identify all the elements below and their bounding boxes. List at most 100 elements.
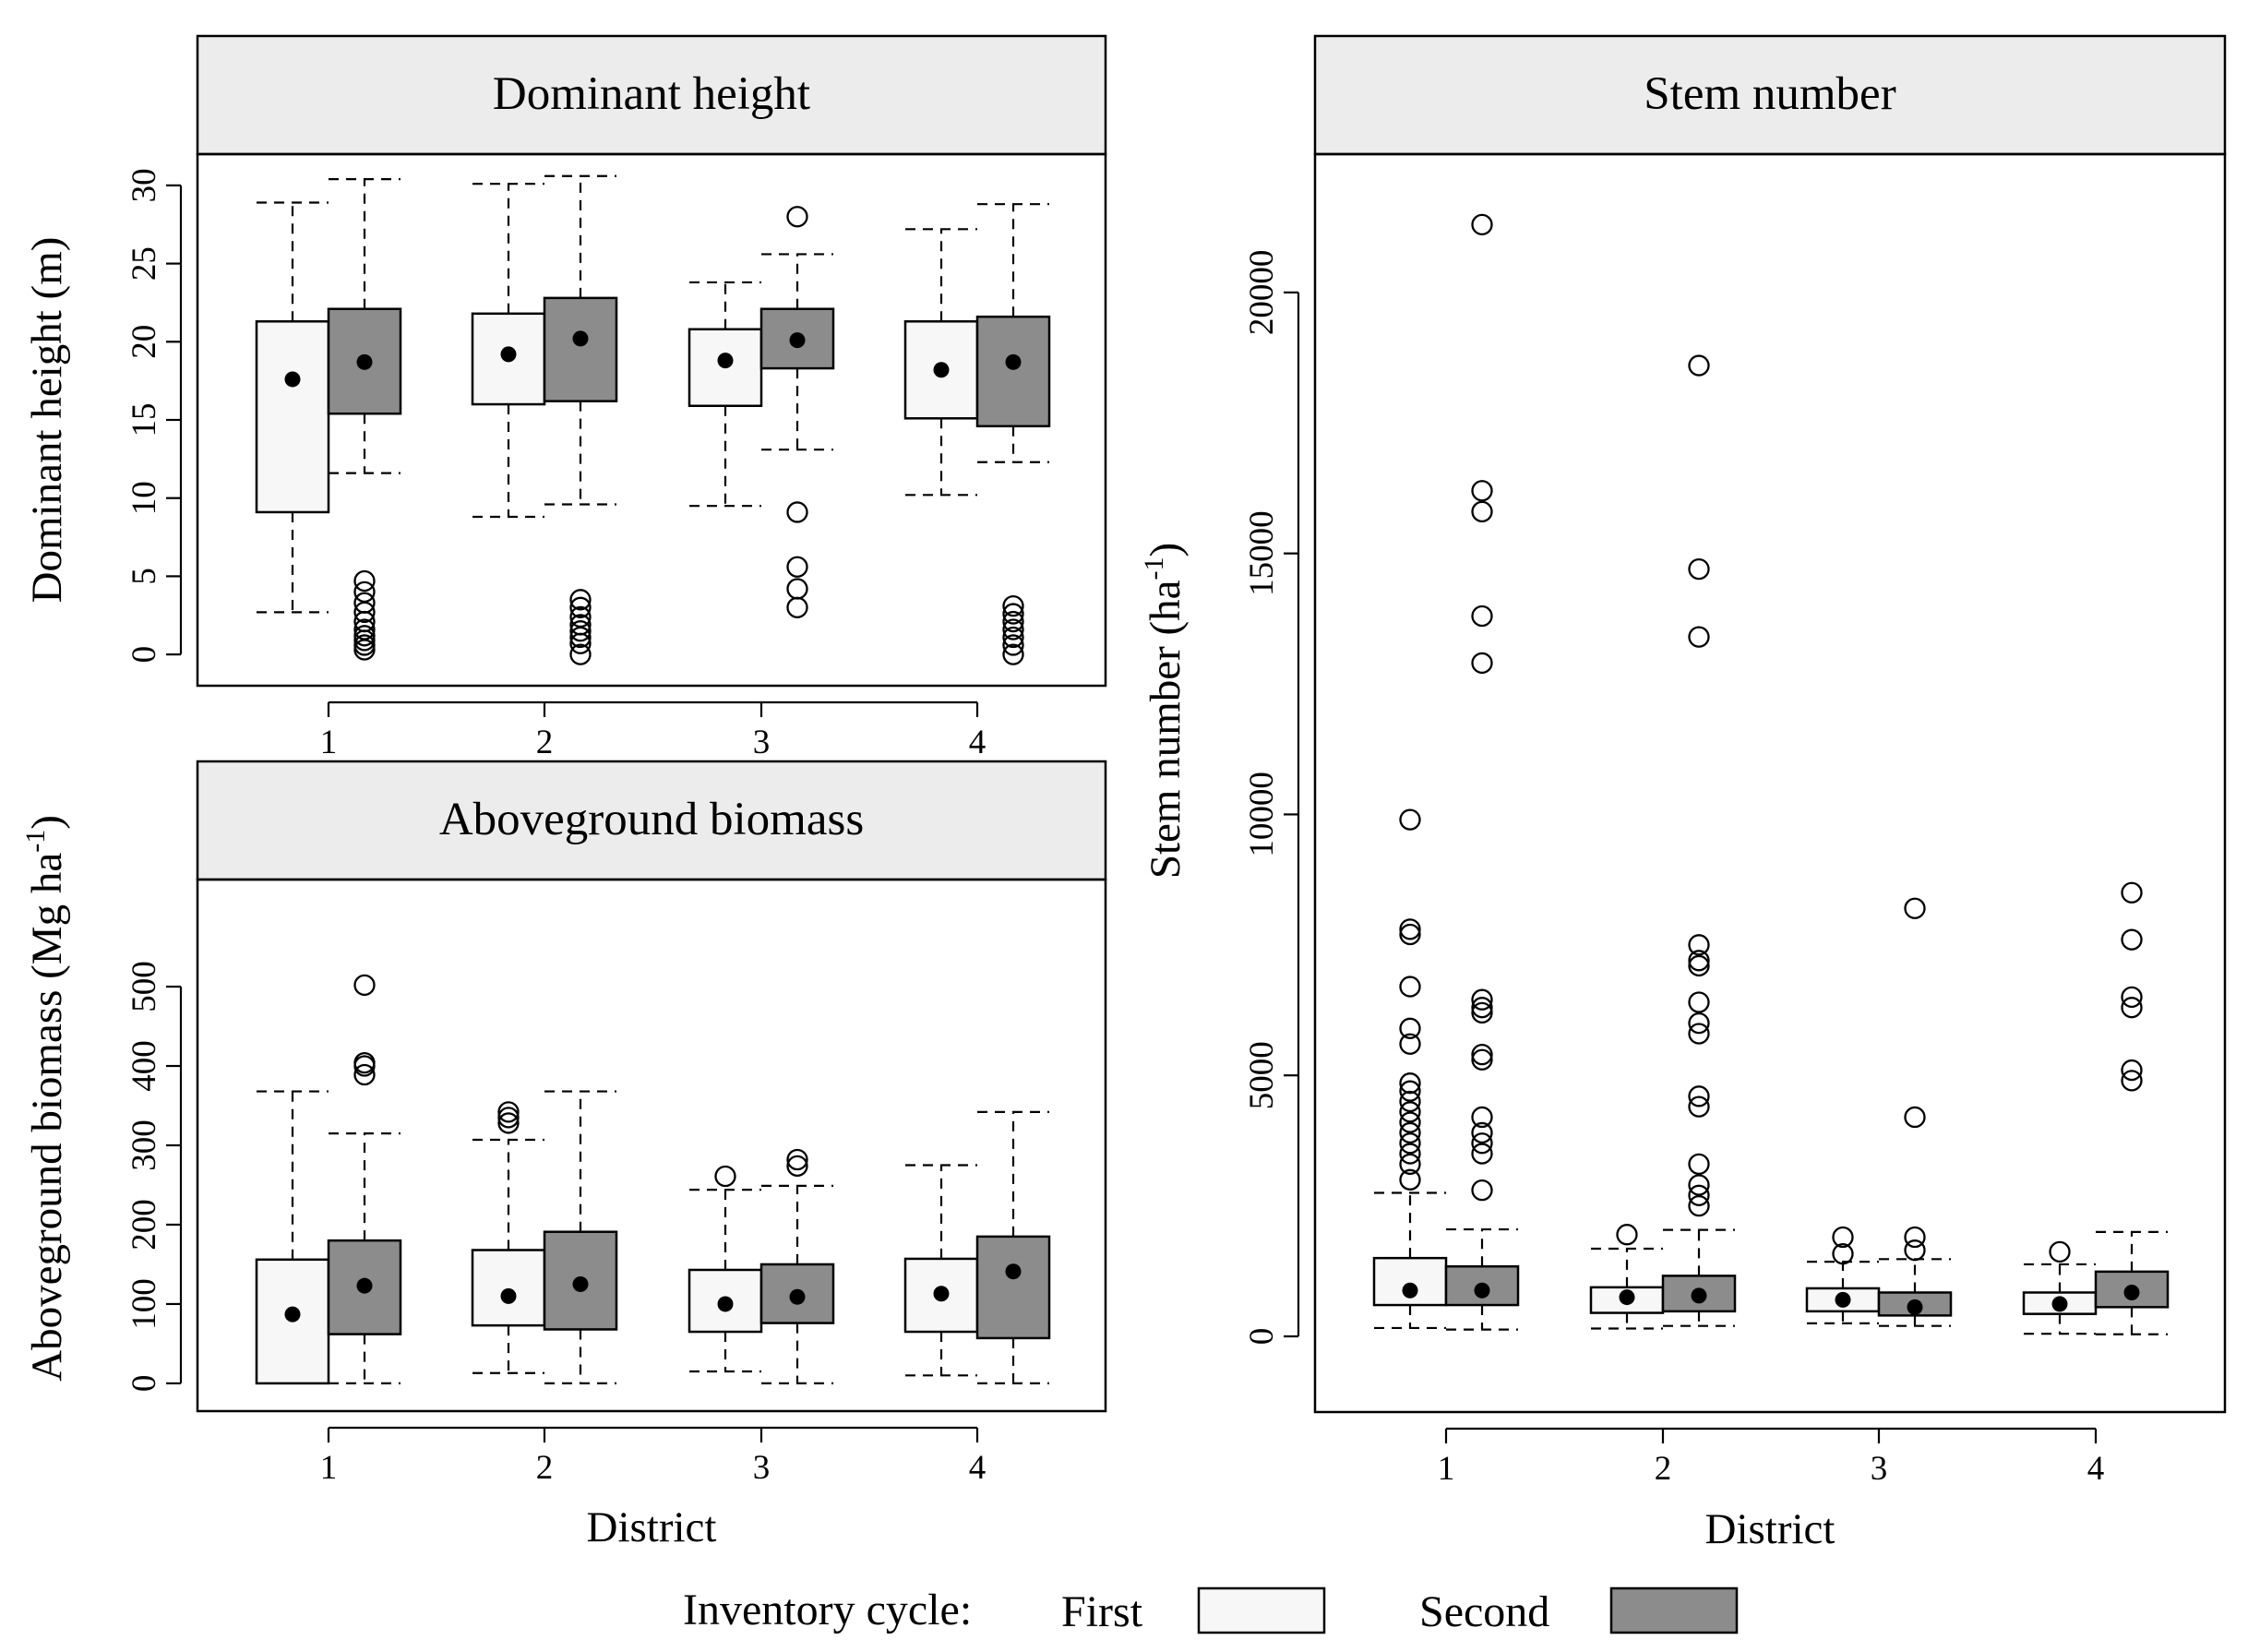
outlier-point [1002,626,1024,649]
outlier-point [1399,1168,1421,1191]
box-first-1 [255,201,330,614]
outlier-point [1471,997,1493,1019]
box-iqr [975,1235,1051,1340]
outlier-point [353,1063,376,1086]
strip-bg [196,34,1107,156]
outlier-point [1904,1226,1926,1249]
outlier-point [1688,1174,1710,1196]
outlier-point [1399,1033,1421,1055]
mean-point [789,332,806,349]
outlier-point [569,605,592,628]
outlier-point [1688,557,1710,581]
panel-aboveground-biomass: Aboveground biomass 0 100 200 300 400 500 1 2 3… [20,760,1107,1551]
strip-bg [196,760,1107,881]
mean-point [572,330,589,347]
y-axis-label: Aboveground biomass (Mg ha-1) [20,815,71,1382]
x-axis-label: District [1705,1505,1835,1553]
outlier-point [353,634,376,656]
outlier-point [2121,997,2143,1019]
outlier-point [1399,1072,1421,1095]
mean-point [1005,1263,1022,1280]
y-tick-label: 400 [126,1040,163,1092]
legend-first-swatch [1197,1586,1326,1634]
y-tick-label: 10 [126,481,163,515]
box-first-3 [1805,1226,1881,1324]
mean-point [2051,1296,2068,1312]
outlier-point [1688,934,1710,956]
box-iqr [543,296,618,402]
mean-point [572,1275,589,1292]
y-tick-label: 20000 [1243,250,1281,336]
box-first-2 [471,183,546,519]
outlier-point [353,581,376,604]
box-iqr [975,315,1051,428]
outlier-point [1471,1106,1493,1129]
outlier-point [353,1051,376,1074]
outlier-point [2121,986,2143,1009]
outlier-point [1002,643,1024,665]
y-tick-label: 15 [126,403,163,437]
box-first-2 [1589,1224,1665,1330]
y-tick-label: 200 [126,1199,163,1251]
outlier-point [1399,1121,1421,1144]
x-axis: 1 2 3 4 [320,700,986,761]
outlier-point [1904,1106,1926,1129]
outlier-point [786,596,808,618]
outlier-point [353,974,376,996]
x-tick-label: 4 [2087,1450,2105,1488]
box-first-1 [1372,808,1448,1330]
outlier-point [1832,1242,1854,1265]
box-first-4 [2022,1240,2098,1335]
mean-point [500,346,517,363]
outlier-point [1399,1101,1421,1123]
y-tick-label: 15000 [1243,510,1281,596]
outlier-point [1688,1095,1710,1118]
outlier-point [1002,610,1024,633]
x-tick-label: 2 [536,1449,554,1487]
plot-frame [1313,152,2227,1414]
mean-point [356,1277,373,1294]
outlier-point [1399,1090,1421,1113]
outlier-point [1002,603,1024,625]
x-axis: 1 2 3 4 [320,1426,986,1487]
y-tick-label: 0 [126,1375,163,1393]
x-tick-label: 4 [969,1449,986,1487]
outlier-point [497,1112,520,1134]
box-second-4 [975,1110,1051,1385]
outlier-point [569,620,592,642]
box-second-2 [543,174,618,665]
panel-stem-number: Stem number 0 5000 10000 15000 20000 1 2 3 4 St… [1139,34,2227,1553]
outlier-point [1471,652,1493,675]
box-second-1 [327,974,402,1385]
outlier-point [786,556,808,578]
box-first-2 [471,1101,546,1374]
panel-dominant-height: Dominant height 0 5 10 15 20 25 30 1 2 3 4 Domina… [23,34,1107,761]
outlier-point [1399,1143,1421,1165]
x-tick-label: 3 [753,1449,771,1487]
outlier-point [1832,1226,1854,1249]
mean-point [1835,1291,1851,1308]
outlier-point [353,569,376,593]
y-axis-label: Stem number (ha-1) [1139,543,1190,879]
box-second-3 [1877,897,1953,1327]
outlier-point [1688,991,1710,1013]
legend: Inventory cycle: First Second [683,1586,1739,1636]
box-first-3 [688,1165,763,1373]
outlier-point [1471,1001,1493,1024]
outlier-point [1471,1048,1493,1071]
y-axis: 0 100 200 300 400 500 [126,961,183,1393]
box-first-4 [903,228,979,497]
mean-point [1619,1289,1635,1306]
outlier-point [569,643,592,665]
y-axis: 0 5 10 15 20 25 30 [126,168,183,663]
plot-marks [255,174,1051,665]
outlier-point [1688,950,1710,972]
y-axis: 0 5000 10000 15000 20000 [1243,250,1300,1345]
box-first-4 [903,1164,979,1377]
y-tick-label: 300 [126,1119,163,1171]
outlier-point [1399,1080,1421,1102]
plot-marks [1372,213,2170,1335]
box-iqr [1661,1275,1737,1313]
outlier-point [1688,1012,1710,1035]
